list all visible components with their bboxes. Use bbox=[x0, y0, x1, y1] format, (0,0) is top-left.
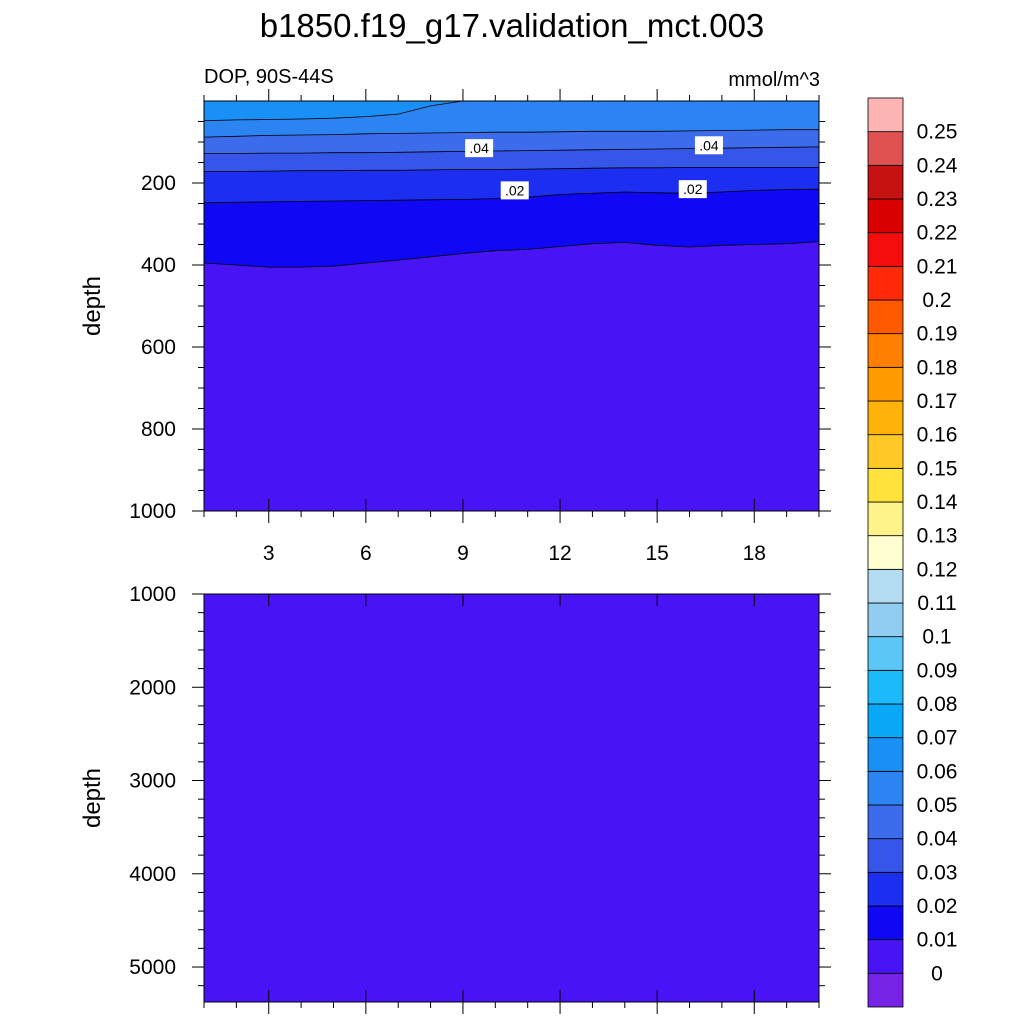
colorbar: 0 0.01 0.02 0.03 0.04 0.05 0.06 0.07 0.08 0.09 0.1… bbox=[867, 97, 958, 1008]
colorbar-box bbox=[867, 939, 904, 974]
colorbar-label: 0.22 bbox=[917, 222, 958, 245]
upper-y-tick-label: 800 bbox=[141, 418, 176, 441]
upper-x-tick-label: 18 bbox=[743, 542, 766, 565]
colorbar-box bbox=[867, 535, 904, 570]
colorbar-box bbox=[867, 602, 904, 638]
colorbar-label: 0.25 bbox=[917, 121, 958, 144]
colorbar-label: 0.1 bbox=[922, 626, 951, 649]
upper-left-string: DOP, 90S-44S bbox=[204, 66, 334, 88]
colorbar-label: 0.16 bbox=[917, 424, 958, 447]
figure-title: b1850.f19_g17.validation_mct.003 bbox=[260, 7, 765, 44]
lower-y-tick-label: 4000 bbox=[129, 863, 176, 886]
contour-label: .04 bbox=[469, 140, 489, 156]
colorbar-label: 0.14 bbox=[917, 491, 958, 514]
lower-ticks: 1000 2000 3000 4000 5000 bbox=[129, 583, 831, 1014]
upper-x-tick-label: 6 bbox=[360, 542, 372, 565]
upper-y-axis-label: depth bbox=[79, 276, 106, 336]
colorbar-box bbox=[867, 434, 904, 469]
colorbar-box bbox=[867, 198, 904, 234]
lower-y-tick-label: 2000 bbox=[129, 676, 176, 699]
colorbar-box bbox=[867, 232, 904, 267]
colorbar-label: 0.2 bbox=[922, 289, 951, 312]
colorbar-box bbox=[867, 636, 904, 671]
colorbar-label: 0 bbox=[931, 962, 943, 985]
lower-y-tick-label: 3000 bbox=[129, 770, 176, 793]
contour-line-0.05 bbox=[203, 129, 819, 138]
upper-x-tick-label: 9 bbox=[457, 542, 469, 565]
colorbar-box bbox=[867, 568, 904, 604]
colorbar-box bbox=[867, 333, 904, 368]
upper-y-tick-label: 200 bbox=[141, 172, 176, 195]
colorbar-box bbox=[867, 164, 904, 200]
upper-units-label: mmol/m^3 bbox=[728, 69, 820, 91]
upper-x-tick-label: 3 bbox=[263, 542, 275, 565]
contour-label-box bbox=[678, 180, 707, 199]
colorbar-label: 0.19 bbox=[917, 323, 958, 346]
upper-x-tick-label: 12 bbox=[548, 542, 571, 565]
colorbar-label: 0.13 bbox=[917, 525, 958, 548]
colorbar-box bbox=[867, 131, 904, 166]
colorbar-label: 0.01 bbox=[917, 929, 958, 952]
colorbar-label: 0.24 bbox=[917, 154, 958, 177]
contour-label-box bbox=[500, 181, 529, 200]
upper-y-tick-label: 400 bbox=[141, 254, 176, 277]
contour-label-box bbox=[694, 136, 723, 155]
colorbar-label: 0.11 bbox=[917, 592, 956, 615]
colorbar-box bbox=[867, 838, 904, 873]
colorbar-label: 0.02 bbox=[917, 895, 958, 918]
contour-label-box bbox=[465, 139, 494, 158]
lower-y-axis-label: depth bbox=[79, 768, 106, 828]
colorbar-label: 0.09 bbox=[917, 659, 958, 682]
upper-x-tick-label: 15 bbox=[645, 542, 668, 565]
lower-panel: 1000 2000 3000 4000 5000 depth bbox=[79, 583, 831, 1014]
colorbar-label: 0.17 bbox=[917, 390, 958, 413]
upper-panel: DOP, 90S-44S mmol/m^3 .04 .04 .02 .02 3 6 9 12… bbox=[79, 66, 831, 565]
lower-y-tick-label: 1000 bbox=[129, 583, 176, 606]
upper-y-tick-label: 600 bbox=[141, 336, 176, 359]
upper-ticks: 3 6 9 12 15 18 200 400 600 800 1000 bbox=[129, 89, 831, 565]
colorbar-box bbox=[867, 400, 904, 436]
colorbar-box bbox=[867, 804, 904, 840]
lower-y-tick-label: 5000 bbox=[129, 956, 176, 979]
colorbar-box bbox=[867, 97, 904, 133]
colorbar-label: 0.06 bbox=[917, 760, 958, 783]
colorbar-box bbox=[867, 366, 904, 402]
colorbar-label: 0.12 bbox=[917, 558, 958, 581]
contour-label: .04 bbox=[699, 137, 719, 153]
colorbar-label: 0.04 bbox=[917, 828, 958, 851]
colorbar-label: 0.23 bbox=[917, 188, 958, 211]
colorbar-box bbox=[867, 737, 904, 772]
colorbar-label: 0.18 bbox=[917, 356, 958, 379]
colorbar-box bbox=[867, 703, 904, 739]
lower-contour-fill bbox=[204, 594, 819, 1002]
colorbar-label: 0.07 bbox=[917, 727, 958, 750]
upper-y-tick-label: 1000 bbox=[129, 500, 176, 523]
colorbar-box bbox=[867, 467, 904, 503]
contour-label: .02 bbox=[683, 181, 703, 197]
colorbar-box bbox=[867, 669, 904, 705]
upper-contour-fills bbox=[204, 101, 819, 511]
colorbar-box bbox=[867, 972, 904, 1008]
colorbar-box bbox=[867, 871, 904, 907]
colorbar-label: 0.15 bbox=[917, 457, 958, 480]
colorbar-box bbox=[867, 501, 904, 537]
colorbar-box bbox=[867, 265, 904, 301]
band-above-0.06 bbox=[204, 101, 819, 121]
upper-contour-labels: .04 .04 .02 .02 bbox=[465, 136, 723, 200]
colorbar-label: 0.03 bbox=[917, 861, 958, 884]
colorbar-box bbox=[867, 905, 904, 941]
contour-line-0.01 bbox=[203, 241, 820, 268]
colorbar-label: 0.08 bbox=[917, 693, 958, 716]
contour-label: .02 bbox=[505, 182, 525, 198]
contour-line-0.03 bbox=[204, 167, 819, 172]
lower-plot-frame bbox=[203, 593, 820, 1003]
colorbar-box bbox=[867, 299, 904, 335]
colorbar-box bbox=[867, 770, 904, 806]
colorbar-label: 0.05 bbox=[917, 794, 958, 817]
colorbar-label: 0.21 bbox=[917, 255, 958, 278]
